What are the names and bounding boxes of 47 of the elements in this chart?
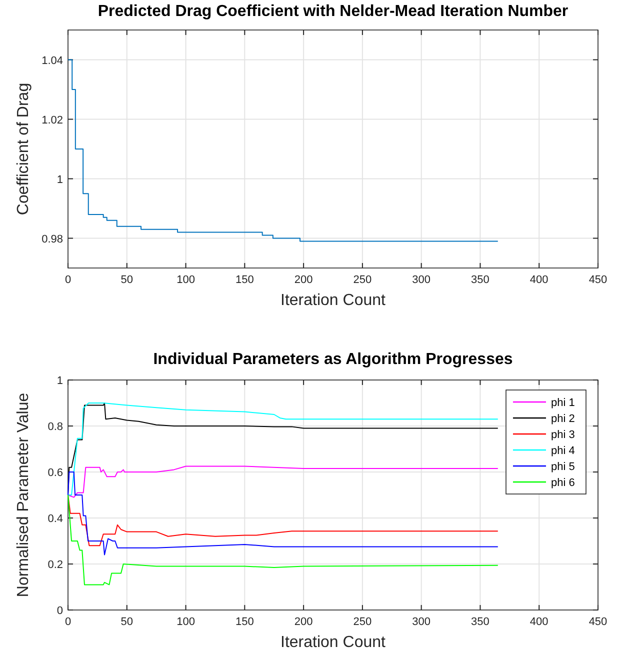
y-tick-label: 0.6 [48, 467, 63, 479]
line-series [68, 402, 498, 496]
x-tick-label: 250 [353, 616, 372, 628]
y-tick-label: 0 [56, 605, 63, 617]
x-tick-label: 250 [353, 274, 372, 286]
y-tick-label: 1.04 [42, 54, 63, 67]
y-tick-label: 0.4 [48, 513, 63, 525]
x-tick-label: 300 [412, 616, 431, 628]
x-tick-label: 300 [412, 274, 431, 286]
line-series [68, 494, 498, 586]
x-tick-label: 350 [471, 274, 490, 286]
y-tick-label: 0.8 [48, 421, 63, 433]
legend-label: phi 4 [551, 445, 575, 457]
x-tick-label: 50 [120, 274, 134, 286]
x-tick-label: 450 [588, 616, 608, 628]
line-series [68, 472, 498, 556]
x-tick-label: 400 [530, 616, 548, 628]
legend-label: phi 1 [551, 397, 575, 409]
legend-label: phi 5 [551, 461, 575, 473]
x-axis-title: Iteration Count [280, 292, 386, 309]
line-series [68, 466, 498, 498]
x-axis-title: Iteration Count [280, 634, 386, 651]
x-tick-label: 50 [120, 616, 134, 628]
x-tick-label: 200 [294, 274, 313, 286]
x-tick-label: 100 [176, 616, 195, 628]
y-axis-title: Coefficient of Drag [15, 82, 32, 216]
y-tick-label: 0.98 [42, 233, 63, 246]
y-tick-label: 1 [56, 375, 63, 387]
x-tick-label: 150 [235, 274, 254, 286]
legend-label: phi 3 [551, 429, 575, 441]
x-tick-label: 400 [530, 274, 548, 286]
y-tick-label: 1.02 [42, 114, 63, 126]
chart-title: Predicted Drag Coefficient with Nelder-Mead Iteration Number [98, 3, 568, 20]
x-tick-label: 450 [588, 274, 608, 286]
legend-label: phi 2 [551, 413, 575, 425]
legend-label: phi 6 [551, 477, 575, 489]
line-series [68, 494, 498, 546]
x-tick-label: 350 [471, 616, 490, 628]
x-tick-label: 0 [64, 274, 72, 286]
x-tick-label: 150 [235, 616, 254, 628]
y-axis-title: Normalised Parameter Value [15, 392, 32, 598]
y-tick-label: 0.2 [48, 559, 63, 571]
x-tick-label: 200 [294, 616, 313, 628]
x-tick-label: 0 [64, 616, 72, 628]
y-tick-label: 1 [56, 174, 63, 186]
chart-title: Individual Parameters as Algorithm Progresses [153, 351, 513, 368]
x-tick-label: 100 [176, 274, 195, 286]
